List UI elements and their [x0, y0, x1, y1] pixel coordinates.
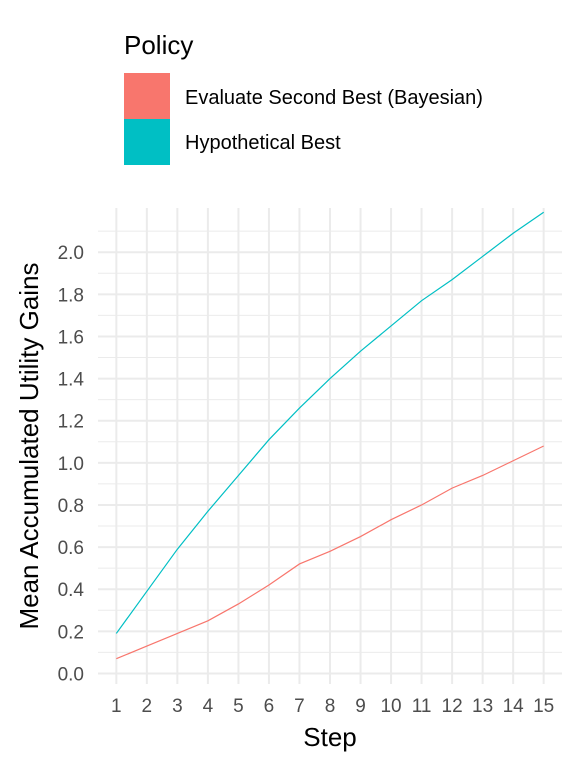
x-tick-label: 9 — [355, 696, 366, 717]
x-tick-label: 10 — [380, 696, 401, 717]
x-tick-label: 3 — [172, 696, 183, 717]
y-tick-label: 0.2 — [58, 622, 84, 643]
y-tick-label: 0.8 — [58, 496, 84, 517]
y-tick-label: 0.4 — [58, 580, 85, 601]
x-tick-label: 13 — [472, 696, 493, 717]
y-tick-label: 1.4 — [58, 370, 85, 391]
y-tick-label: 2.0 — [58, 243, 84, 264]
y-tick-label: 1.6 — [58, 327, 84, 348]
x-tick-label: 7 — [294, 696, 305, 717]
y-tick-label: 0.6 — [58, 538, 84, 559]
y-tick-label: 0.0 — [58, 664, 84, 685]
x-tick-label: 11 — [412, 696, 432, 717]
x-axis-title: Step — [303, 722, 357, 752]
x-tick-label: 1 — [111, 696, 122, 717]
series-line-hypothetical-best — [115, 211, 545, 634]
grid-major — [98, 208, 562, 684]
y-tick-label: 1.0 — [58, 454, 84, 475]
y-tick-label: 1.2 — [58, 412, 84, 433]
series-line-evaluate-second-best — [116, 445, 544, 660]
series-lines — [115, 211, 545, 660]
x-tick-label: 14 — [503, 696, 525, 717]
x-tick-label: 8 — [325, 696, 336, 717]
x-tick-label: 6 — [264, 696, 275, 717]
legend-title: Policy — [124, 30, 193, 60]
x-tick-label: 15 — [533, 696, 554, 717]
legend-label-hypothetical-best: Hypothetical Best — [185, 132, 341, 154]
legend-label-evaluate-second-best: Evaluate Second Best (Bayesian) — [185, 87, 483, 109]
x-tick-label: 2 — [142, 696, 153, 717]
legend-swatch-hypothetical-best — [124, 119, 170, 165]
x-tick-label: 4 — [203, 696, 214, 717]
legend: Policy Evaluate Second Best (Bayesian) H… — [124, 30, 483, 165]
x-tick-label: 12 — [442, 696, 463, 717]
x-tick-label: 5 — [233, 696, 244, 717]
x-tick-labels: 1 2 3 4 5 6 7 8 9 10 11 12 13 14 15 — [111, 696, 554, 717]
y-tick-labels: 0.0 0.2 0.4 0.6 0.8 1.0 1.2 1.4 1.6 1.8 2.0 — [58, 243, 85, 685]
y-axis-title: Mean Accumulated Utility Gains — [14, 262, 44, 629]
legend-swatch-evaluate-second-best — [124, 73, 170, 119]
y-tick-label: 1.8 — [58, 285, 84, 306]
